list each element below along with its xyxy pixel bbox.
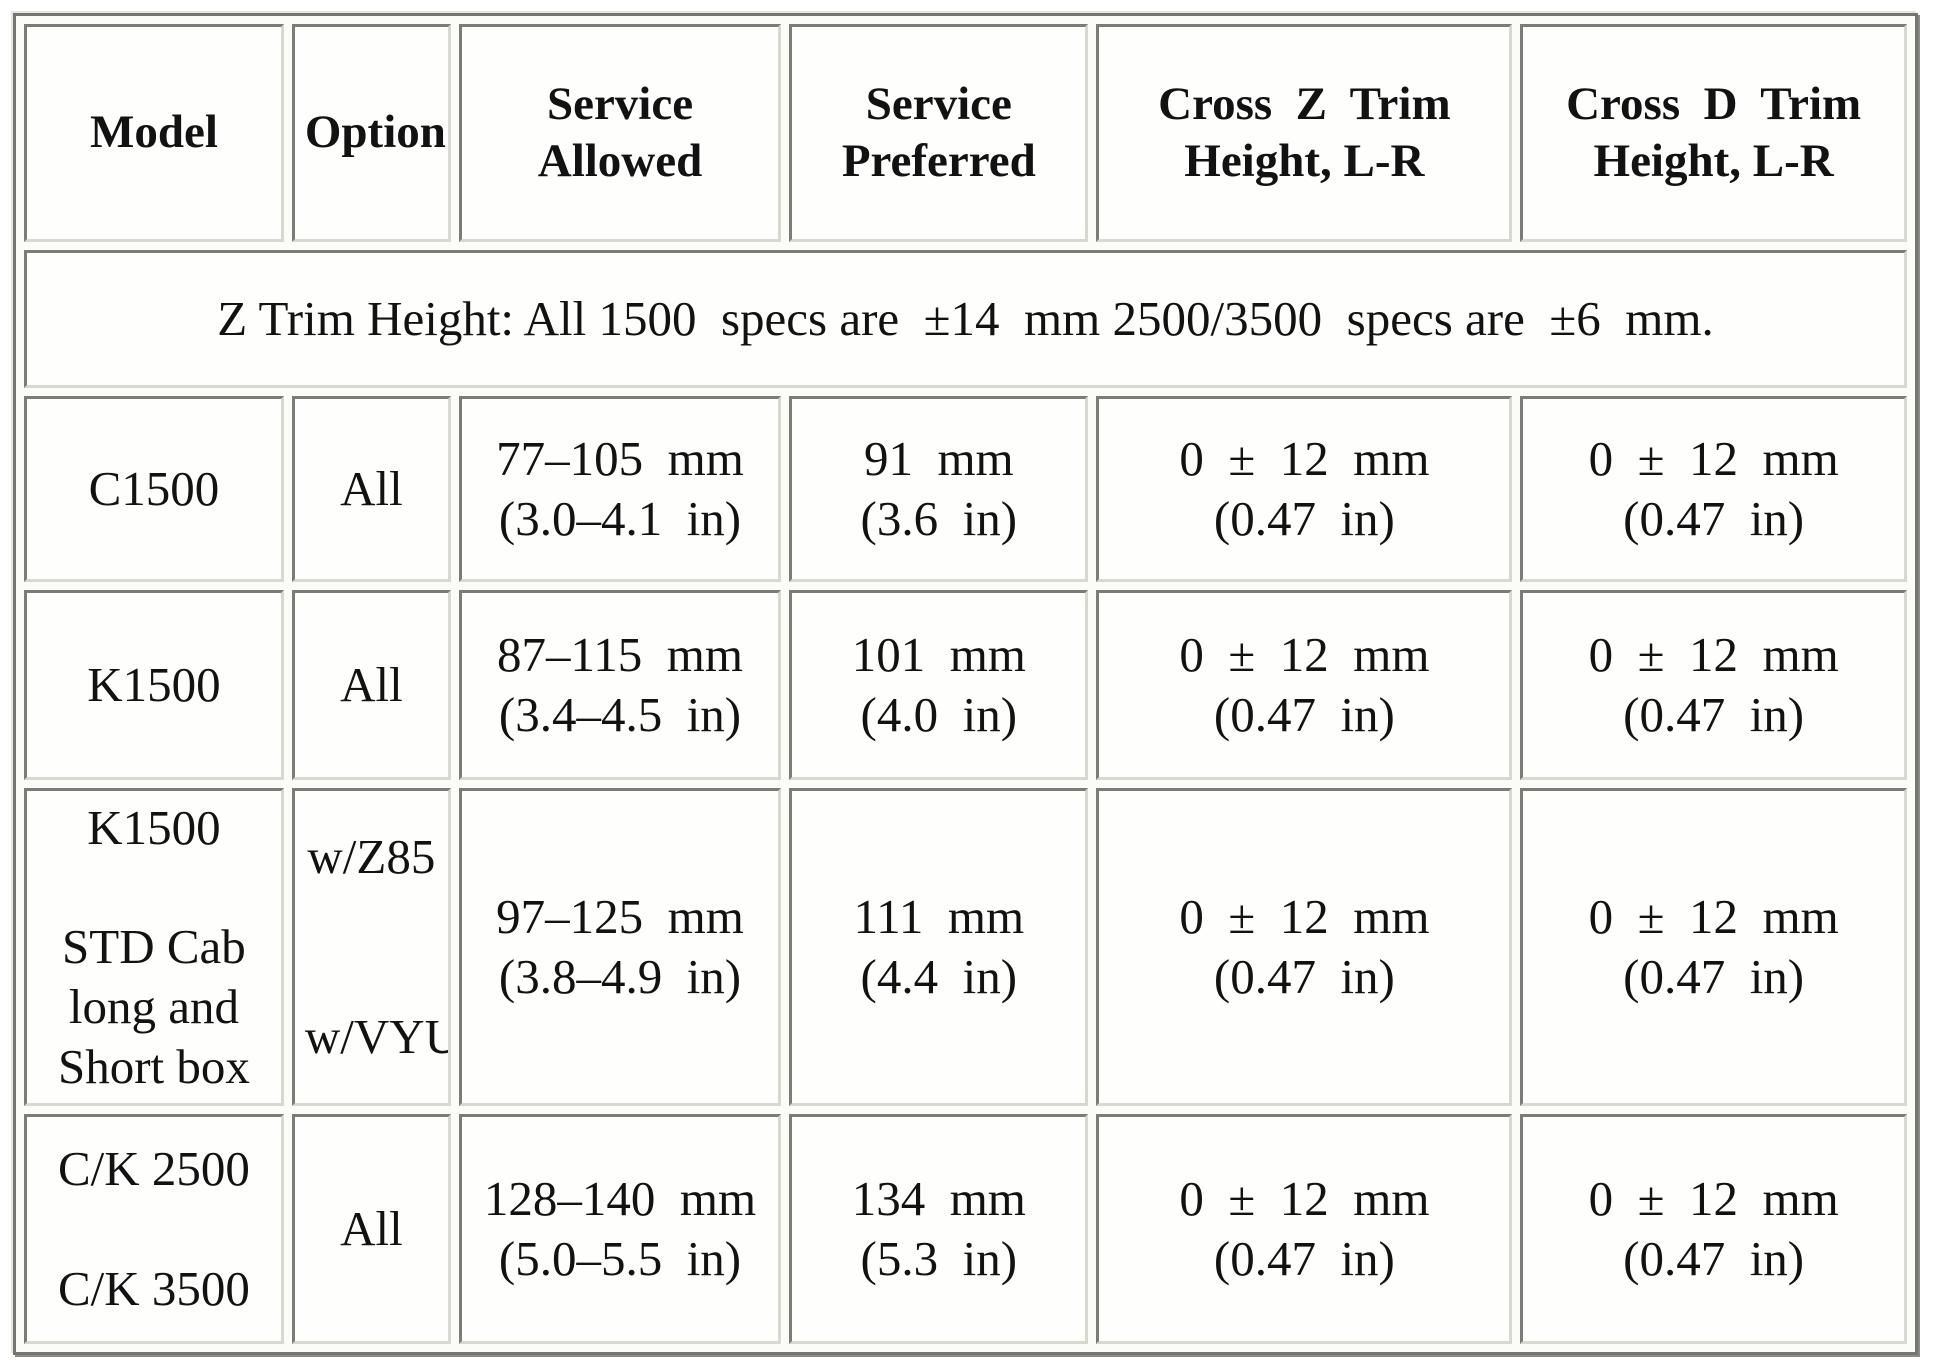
- column-header-cross-d-trim: Cross D Trim Height, L-R: [1520, 24, 1907, 242]
- table-row-k1500: K1500 All 87–115 mm (3.4–4.5 in) 101 mm …: [24, 590, 1907, 780]
- cell-model: C/K 2500 C/K 3500: [24, 1114, 284, 1344]
- column-header-model: Model: [24, 24, 284, 242]
- cell-cross-z-trim: 0 ± 12 mm (0.47 in): [1096, 590, 1513, 780]
- cell-option: All: [291, 590, 451, 780]
- cell-option: All: [291, 396, 451, 582]
- cell-service-preferred: 101 mm (4.0 in): [789, 590, 1089, 780]
- cell-model: K1500 STD Cab long and Short box: [24, 788, 284, 1106]
- z-trim-height-note: Z Trim Height: All 1500 specs are ±14 mm…: [24, 250, 1907, 388]
- cell-cross-z-trim: 0 ± 12 mm (0.47 in): [1096, 396, 1513, 582]
- cell-cross-d-trim: 0 ± 12 mm (0.47 in): [1520, 1114, 1907, 1344]
- cell-option: All: [291, 1114, 451, 1344]
- cell-cross-d-trim: 0 ± 12 mm (0.47 in): [1520, 788, 1907, 1106]
- cell-service-allowed: 128–140 mm (5.0–5.5 in): [458, 1114, 782, 1344]
- cell-service-allowed: 87–115 mm (3.4–4.5 in): [458, 590, 782, 780]
- cell-cross-d-trim: 0 ± 12 mm (0.47 in): [1520, 396, 1907, 582]
- table-row-c1500: C1500 All 77–105 mm (3.0–4.1 in) 91 mm (…: [24, 396, 1907, 582]
- cell-model: C1500: [24, 396, 284, 582]
- column-header-service-allowed: Service Allowed: [458, 24, 782, 242]
- cell-service-preferred: 91 mm (3.6 in): [789, 396, 1089, 582]
- cell-service-allowed: 97–125 mm (3.8–4.9 in): [458, 788, 782, 1106]
- cell-model: K1500: [24, 590, 284, 780]
- trim-height-specifications-table: Model Option Service Allowed Service Pre…: [13, 13, 1918, 1355]
- cell-service-allowed: 77–105 mm (3.0–4.1 in): [458, 396, 782, 582]
- header-row: Model Option Service Allowed Service Pre…: [24, 24, 1907, 242]
- column-header-service-preferred: Service Preferred: [789, 24, 1089, 242]
- note-row: Z Trim Height: All 1500 specs are ±14 mm…: [24, 250, 1907, 388]
- cell-cross-z-trim: 0 ± 12 mm (0.47 in): [1096, 788, 1513, 1106]
- column-header-option: Option: [291, 24, 451, 242]
- table-row-k1500-std-cab: K1500 STD Cab long and Short box w/Z85 w…: [24, 788, 1907, 1106]
- column-header-cross-z-trim: Cross Z Trim Height, L-R: [1096, 24, 1513, 242]
- table-row-ck-2500-3500: C/K 2500 C/K 3500 All 128–140 mm (5.0–5.…: [24, 1114, 1907, 1344]
- cell-service-preferred: 134 mm (5.3 in): [789, 1114, 1089, 1344]
- cell-option: w/Z85 w/VYU: [291, 788, 451, 1106]
- cell-cross-z-trim: 0 ± 12 mm (0.47 in): [1096, 1114, 1513, 1344]
- cell-service-preferred: 111 mm (4.4 in): [789, 788, 1089, 1106]
- cell-cross-d-trim: 0 ± 12 mm (0.47 in): [1520, 590, 1907, 780]
